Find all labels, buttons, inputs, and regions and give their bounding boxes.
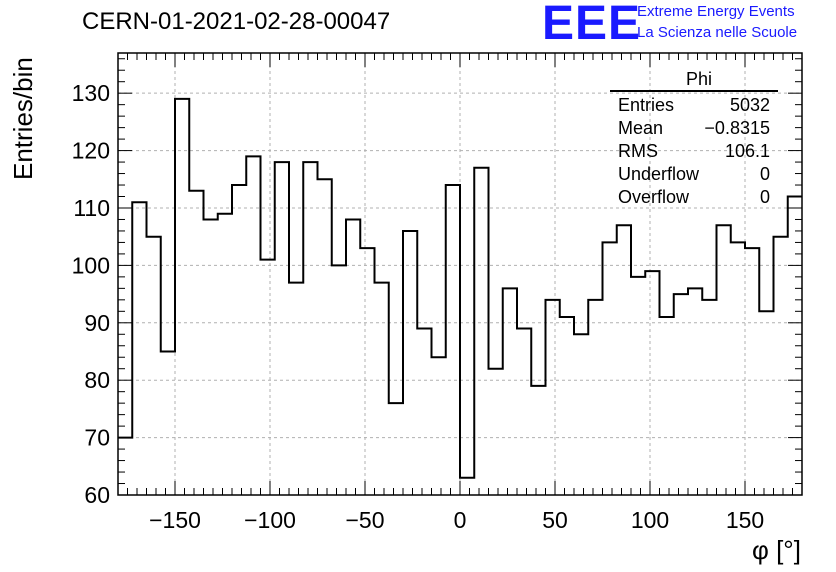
y-tick-label: 70 <box>84 425 110 451</box>
x-tick-label: 50 <box>542 507 568 533</box>
y-tick-label: 110 <box>73 195 110 221</box>
x-tick-label: −100 <box>244 507 296 533</box>
run-title: CERN-01-2021-02-28-00047 <box>82 8 391 35</box>
y-axis-label: Entries/bin <box>8 57 38 180</box>
stats-value: 0 <box>759 164 770 184</box>
stats-label: RMS <box>618 141 658 161</box>
x-tick-label: 150 <box>726 507 764 533</box>
x-tick-label: 100 <box>631 507 669 533</box>
y-tick-label: 130 <box>72 80 110 106</box>
y-tick-label: 80 <box>84 367 110 393</box>
stats-label: Entries <box>618 95 675 115</box>
stats-histogram-name: Phi <box>685 69 712 89</box>
x-axis-label: φ [°] <box>752 535 801 565</box>
stats-row-mean: Mean −0.8315 <box>610 117 778 140</box>
stats-divider <box>610 90 778 92</box>
stats-label: Overflow <box>618 187 690 207</box>
stats-value: 106.1 <box>724 141 770 161</box>
y-tick-label: 100 <box>72 252 110 278</box>
stats-row-entries: Entries 5032 <box>610 94 778 117</box>
y-tick-labels: 60 70 80 90 100 110 120 130 <box>72 80 110 508</box>
x-tick-label: −150 <box>149 507 201 533</box>
eee-logo: EEE <box>542 0 642 50</box>
logo-caption-line2: La Scienza nelle Scuole <box>637 24 798 41</box>
histogram-outline <box>118 97 802 479</box>
stats-value: 0 <box>759 187 770 207</box>
x-tick-label: −50 <box>345 507 384 533</box>
stats-row-overflow: Overflow 0 <box>610 186 778 209</box>
stats-value: −0.8315 <box>704 118 770 138</box>
stats-value: 5032 <box>729 95 770 115</box>
y-tick-label: 90 <box>84 310 110 336</box>
stats-label: Mean <box>618 118 664 138</box>
y-tick-label: 60 <box>84 482 110 508</box>
stats-row-rms: RMS 106.1 <box>610 140 778 163</box>
y-tick-label: 120 <box>72 138 110 164</box>
x-tick-labels: −150 −100 −50 0 50 100 150 <box>149 507 764 533</box>
stats-box: Phi Entries 5032 Mean −0.8315 RMS 106.1 … <box>610 68 778 209</box>
logo-caption-line1: Extreme Energy Events <box>637 3 795 20</box>
axis-ticks <box>118 53 802 496</box>
stats-row-underflow: Underflow 0 <box>610 163 778 186</box>
stats-label: Underflow <box>618 164 700 184</box>
x-tick-label: 0 <box>454 507 467 533</box>
